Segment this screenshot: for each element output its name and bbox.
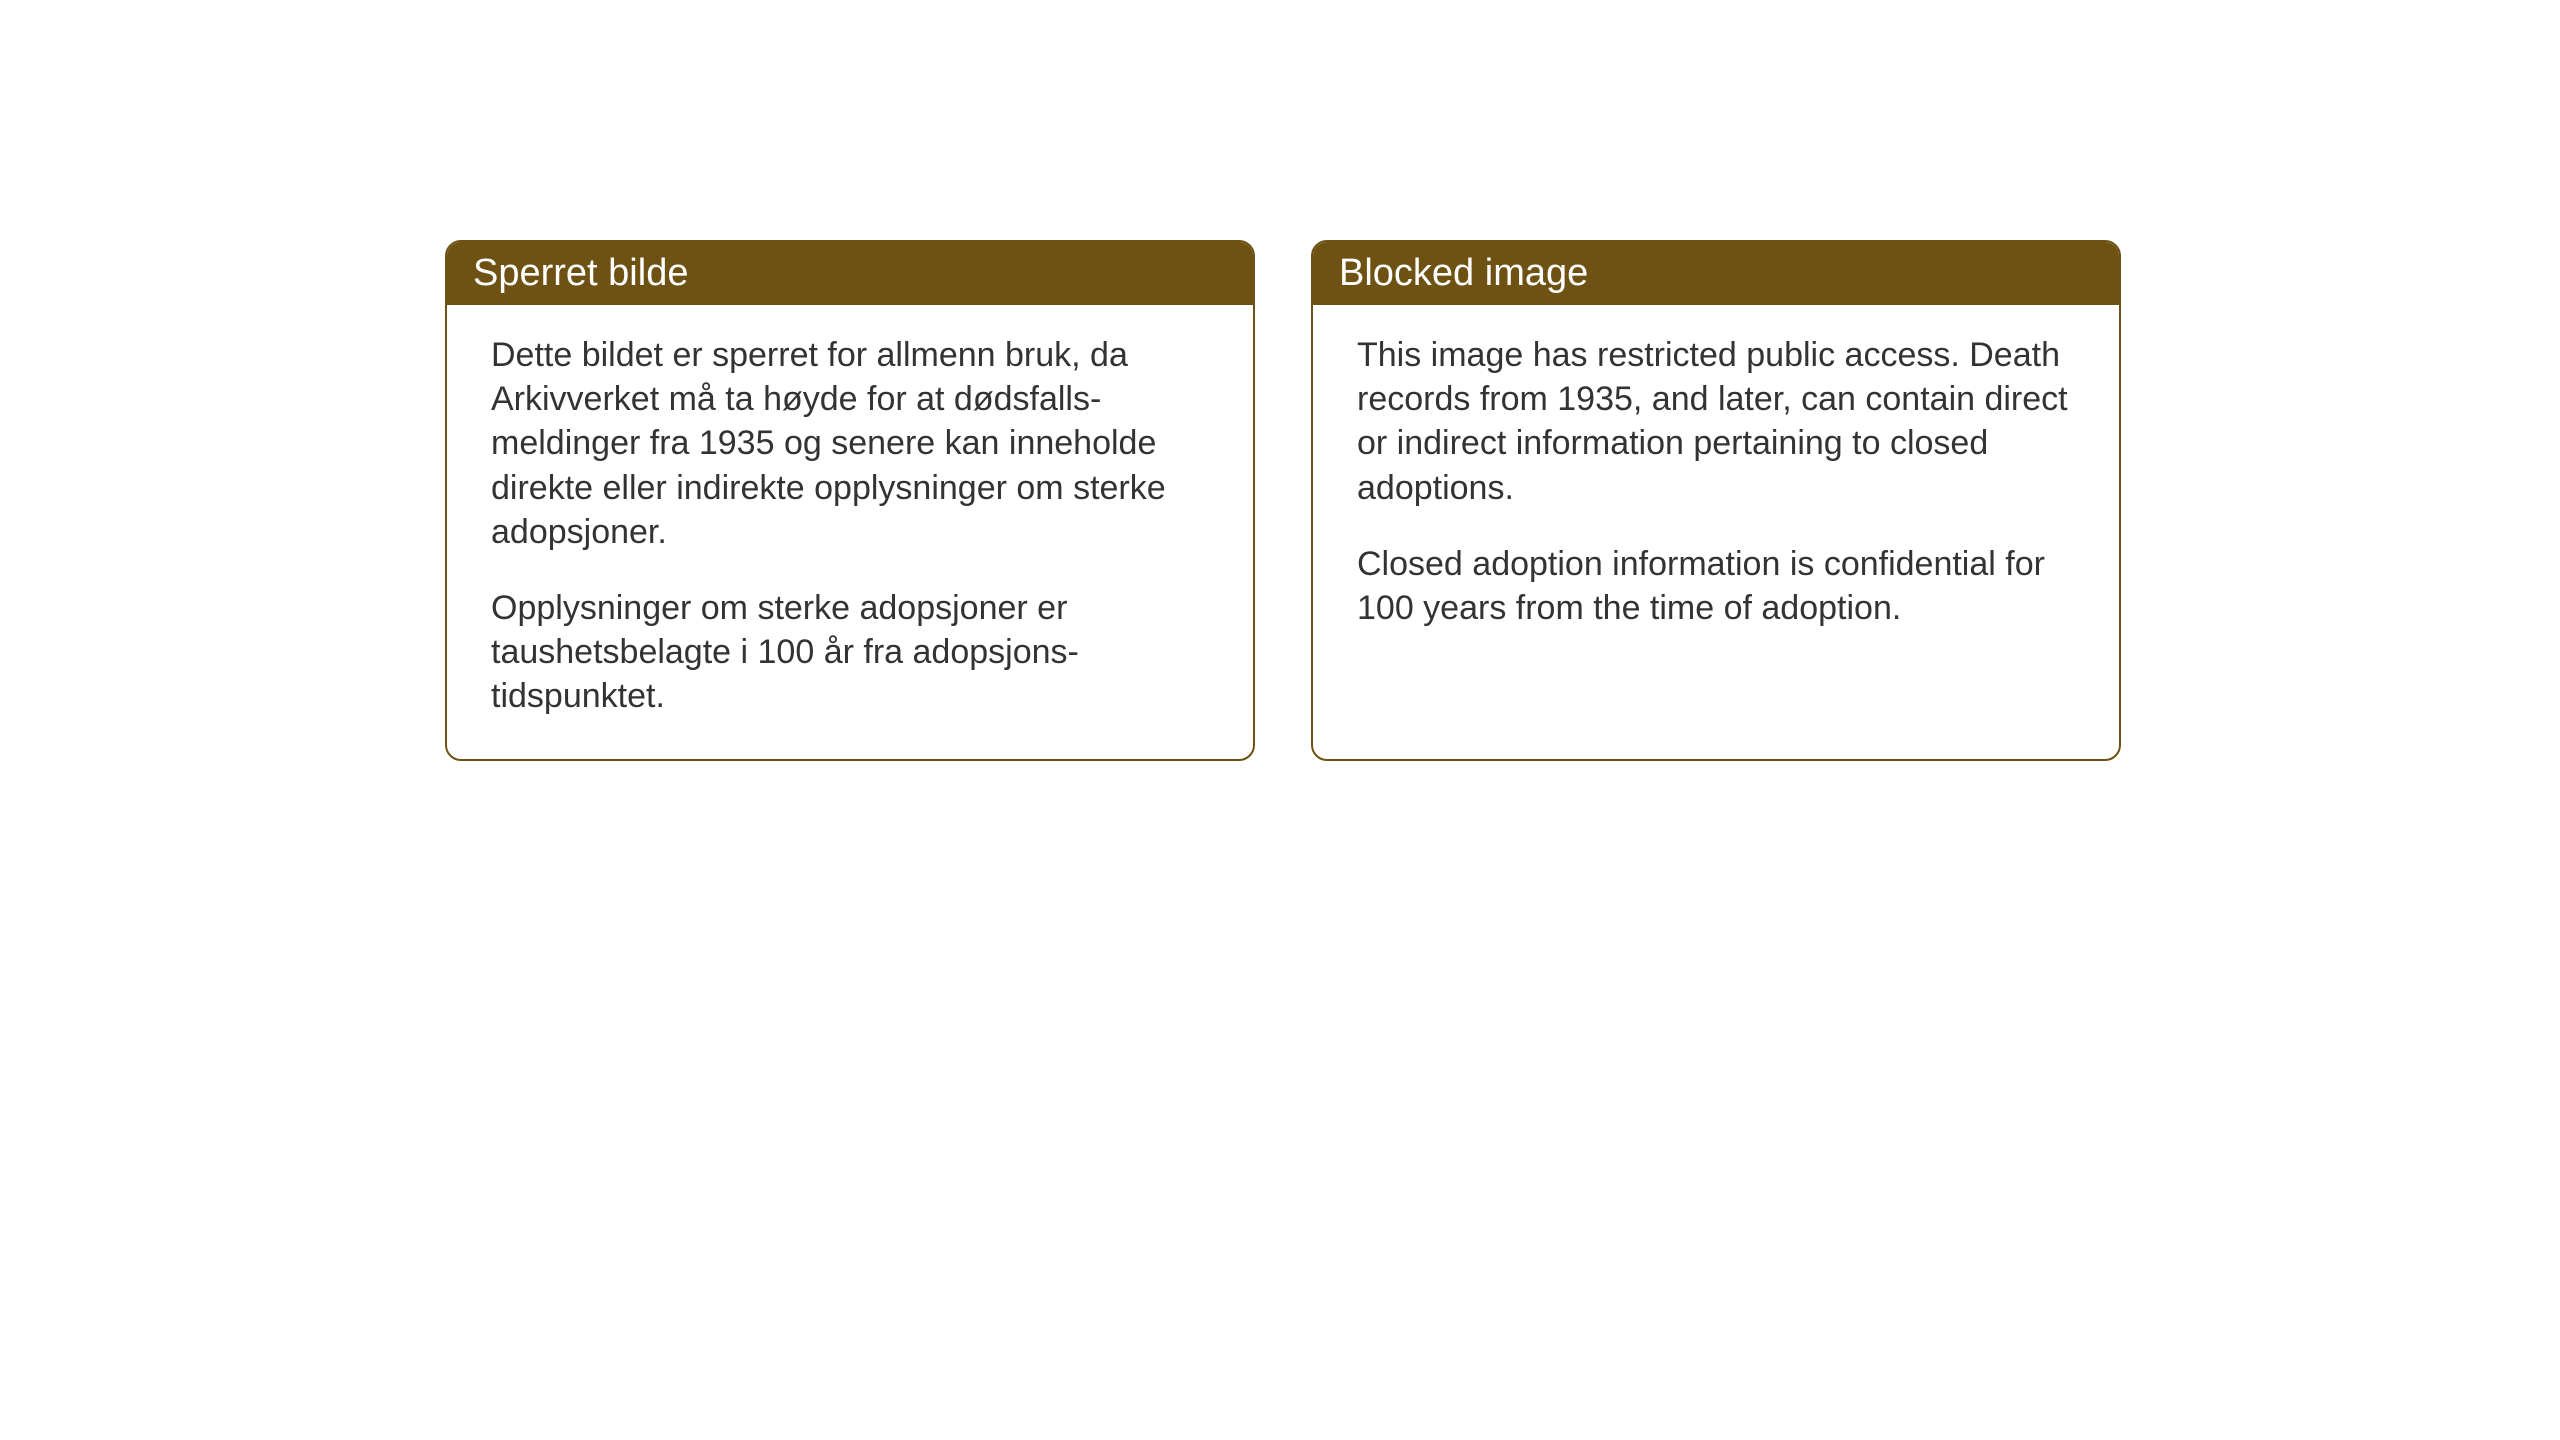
notice-header-norwegian: Sperret bilde	[447, 242, 1253, 305]
notice-box-english: Blocked image This image has restricted …	[1311, 240, 2121, 761]
notice-paragraph: Closed adoption information is confident…	[1357, 542, 2075, 630]
notice-paragraph: Opplysninger om sterke adopsjoner er tau…	[491, 586, 1209, 719]
notice-paragraph: Dette bildet er sperret for allmenn bruk…	[491, 333, 1209, 554]
notice-title: Sperret bilde	[473, 252, 688, 294]
notice-body-english: This image has restricted public access.…	[1313, 305, 2119, 725]
notice-box-norwegian: Sperret bilde Dette bildet er sperret fo…	[445, 240, 1255, 761]
notice-title: Blocked image	[1339, 252, 1588, 294]
notice-container: Sperret bilde Dette bildet er sperret fo…	[445, 240, 2121, 761]
notice-body-norwegian: Dette bildet er sperret for allmenn bruk…	[447, 305, 1253, 759]
notice-paragraph: This image has restricted public access.…	[1357, 333, 2075, 510]
notice-header-english: Blocked image	[1313, 242, 2119, 305]
